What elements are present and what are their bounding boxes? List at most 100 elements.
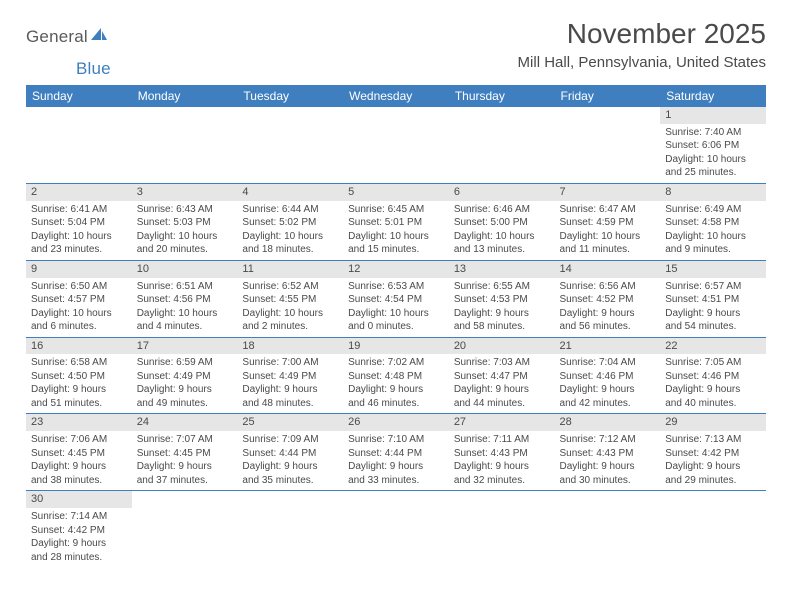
sunrise-text: Sunrise: 7:03 AM	[454, 356, 550, 370]
day-details: Sunrise: 7:06 AMSunset: 4:45 PMDaylight:…	[26, 431, 132, 490]
sunset-text: Sunset: 4:49 PM	[137, 370, 233, 384]
daylight-text: Daylight: 10 hours	[348, 307, 444, 321]
sunrise-text: Sunrise: 6:55 AM	[454, 280, 550, 294]
sunset-text: Sunset: 4:45 PM	[137, 447, 233, 461]
calendar-cell	[555, 491, 661, 567]
daylight-text: and 30 minutes.	[560, 474, 656, 488]
sunset-text: Sunset: 4:44 PM	[242, 447, 338, 461]
day-number: 13	[449, 261, 555, 278]
weekday-header: Saturday	[660, 85, 766, 107]
calendar-cell: 16Sunrise: 6:58 AMSunset: 4:50 PMDayligh…	[26, 337, 132, 414]
sunset-text: Sunset: 4:48 PM	[348, 370, 444, 384]
calendar-cell: 25Sunrise: 7:09 AMSunset: 4:44 PMDayligh…	[237, 414, 343, 491]
sunrise-text: Sunrise: 7:12 AM	[560, 433, 656, 447]
calendar-cell: 9Sunrise: 6:50 AMSunset: 4:57 PMDaylight…	[26, 260, 132, 337]
sunrise-text: Sunrise: 6:53 AM	[348, 280, 444, 294]
calendar-cell	[660, 491, 766, 567]
sail-icon	[89, 26, 109, 47]
day-details: Sunrise: 7:07 AMSunset: 4:45 PMDaylight:…	[132, 431, 238, 490]
day-details: Sunrise: 7:10 AMSunset: 4:44 PMDaylight:…	[343, 431, 449, 490]
day-number: 20	[449, 338, 555, 355]
sunrise-text: Sunrise: 6:57 AM	[665, 280, 761, 294]
calendar-row: 9Sunrise: 6:50 AMSunset: 4:57 PMDaylight…	[26, 260, 766, 337]
day-details: Sunrise: 7:11 AMSunset: 4:43 PMDaylight:…	[449, 431, 555, 490]
calendar-cell: 7Sunrise: 6:47 AMSunset: 4:59 PMDaylight…	[555, 183, 661, 260]
weekday-header: Friday	[555, 85, 661, 107]
calendar-cell: 8Sunrise: 6:49 AMSunset: 4:58 PMDaylight…	[660, 183, 766, 260]
day-number: 24	[132, 414, 238, 431]
daylight-text: Daylight: 10 hours	[560, 230, 656, 244]
daylight-text: and 0 minutes.	[348, 320, 444, 334]
weekday-header: Thursday	[449, 85, 555, 107]
sunset-text: Sunset: 4:51 PM	[665, 293, 761, 307]
calendar-cell	[132, 491, 238, 567]
sunrise-text: Sunrise: 6:44 AM	[242, 203, 338, 217]
logo: General	[26, 26, 110, 47]
day-details: Sunrise: 6:44 AMSunset: 5:02 PMDaylight:…	[237, 201, 343, 260]
calendar-cell: 10Sunrise: 6:51 AMSunset: 4:56 PMDayligh…	[132, 260, 238, 337]
daylight-text: and 28 minutes.	[31, 551, 127, 565]
calendar-cell: 18Sunrise: 7:00 AMSunset: 4:49 PMDayligh…	[237, 337, 343, 414]
calendar-cell: 1Sunrise: 7:40 AMSunset: 6:06 PMDaylight…	[660, 107, 766, 183]
sunset-text: Sunset: 4:44 PM	[348, 447, 444, 461]
day-details: Sunrise: 7:14 AMSunset: 4:42 PMDaylight:…	[26, 508, 132, 567]
day-number: 8	[660, 184, 766, 201]
month-title: November 2025	[518, 18, 766, 50]
daylight-text: Daylight: 10 hours	[31, 230, 127, 244]
daylight-text: and 32 minutes.	[454, 474, 550, 488]
day-number: 16	[26, 338, 132, 355]
sunset-text: Sunset: 4:50 PM	[31, 370, 127, 384]
calendar-cell: 3Sunrise: 6:43 AMSunset: 5:03 PMDaylight…	[132, 183, 238, 260]
day-details: Sunrise: 6:41 AMSunset: 5:04 PMDaylight:…	[26, 201, 132, 260]
daylight-text: and 48 minutes.	[242, 397, 338, 411]
calendar-cell: 29Sunrise: 7:13 AMSunset: 4:42 PMDayligh…	[660, 414, 766, 491]
daylight-text: and 18 minutes.	[242, 243, 338, 257]
calendar-cell: 15Sunrise: 6:57 AMSunset: 4:51 PMDayligh…	[660, 260, 766, 337]
sunrise-text: Sunrise: 7:09 AM	[242, 433, 338, 447]
sunrise-text: Sunrise: 6:59 AM	[137, 356, 233, 370]
calendar-cell: 11Sunrise: 6:52 AMSunset: 4:55 PMDayligh…	[237, 260, 343, 337]
day-number: 2	[26, 184, 132, 201]
sunrise-text: Sunrise: 7:40 AM	[665, 126, 761, 140]
day-number: 1	[660, 107, 766, 124]
day-details: Sunrise: 6:51 AMSunset: 4:56 PMDaylight:…	[132, 278, 238, 337]
calendar-cell: 23Sunrise: 7:06 AMSunset: 4:45 PMDayligh…	[26, 414, 132, 491]
sunset-text: Sunset: 4:46 PM	[665, 370, 761, 384]
sunset-text: Sunset: 4:46 PM	[560, 370, 656, 384]
weekday-header: Wednesday	[343, 85, 449, 107]
calendar-row: 30Sunrise: 7:14 AMSunset: 4:42 PMDayligh…	[26, 491, 766, 567]
daylight-text: Daylight: 10 hours	[454, 230, 550, 244]
sunrise-text: Sunrise: 6:51 AM	[137, 280, 233, 294]
sunset-text: Sunset: 5:04 PM	[31, 216, 127, 230]
weekday-header: Tuesday	[237, 85, 343, 107]
daylight-text: Daylight: 9 hours	[348, 383, 444, 397]
daylight-text: and 58 minutes.	[454, 320, 550, 334]
calendar-cell: 27Sunrise: 7:11 AMSunset: 4:43 PMDayligh…	[449, 414, 555, 491]
day-details: Sunrise: 7:09 AMSunset: 4:44 PMDaylight:…	[237, 431, 343, 490]
day-number: 26	[343, 414, 449, 431]
day-number: 15	[660, 261, 766, 278]
daylight-text: Daylight: 10 hours	[31, 307, 127, 321]
calendar-cell: 30Sunrise: 7:14 AMSunset: 4:42 PMDayligh…	[26, 491, 132, 567]
calendar-cell	[132, 107, 238, 183]
daylight-text: Daylight: 10 hours	[242, 307, 338, 321]
daylight-text: and 11 minutes.	[560, 243, 656, 257]
calendar-cell: 28Sunrise: 7:12 AMSunset: 4:43 PMDayligh…	[555, 414, 661, 491]
calendar-cell: 5Sunrise: 6:45 AMSunset: 5:01 PMDaylight…	[343, 183, 449, 260]
daylight-text: and 51 minutes.	[31, 397, 127, 411]
day-details: Sunrise: 6:57 AMSunset: 4:51 PMDaylight:…	[660, 278, 766, 337]
sunset-text: Sunset: 4:45 PM	[31, 447, 127, 461]
daylight-text: and 9 minutes.	[665, 243, 761, 257]
daylight-text: and 15 minutes.	[348, 243, 444, 257]
daylight-text: Daylight: 9 hours	[242, 383, 338, 397]
calendar-cell: 17Sunrise: 6:59 AMSunset: 4:49 PMDayligh…	[132, 337, 238, 414]
calendar-row: 23Sunrise: 7:06 AMSunset: 4:45 PMDayligh…	[26, 414, 766, 491]
logo-text-general: General	[26, 27, 88, 47]
sunrise-text: Sunrise: 7:02 AM	[348, 356, 444, 370]
sunset-text: Sunset: 4:58 PM	[665, 216, 761, 230]
daylight-text: and 13 minutes.	[454, 243, 550, 257]
calendar-cell: 2Sunrise: 6:41 AMSunset: 5:04 PMDaylight…	[26, 183, 132, 260]
sunrise-text: Sunrise: 7:14 AM	[31, 510, 127, 524]
sunrise-text: Sunrise: 6:49 AM	[665, 203, 761, 217]
sunset-text: Sunset: 4:47 PM	[454, 370, 550, 384]
